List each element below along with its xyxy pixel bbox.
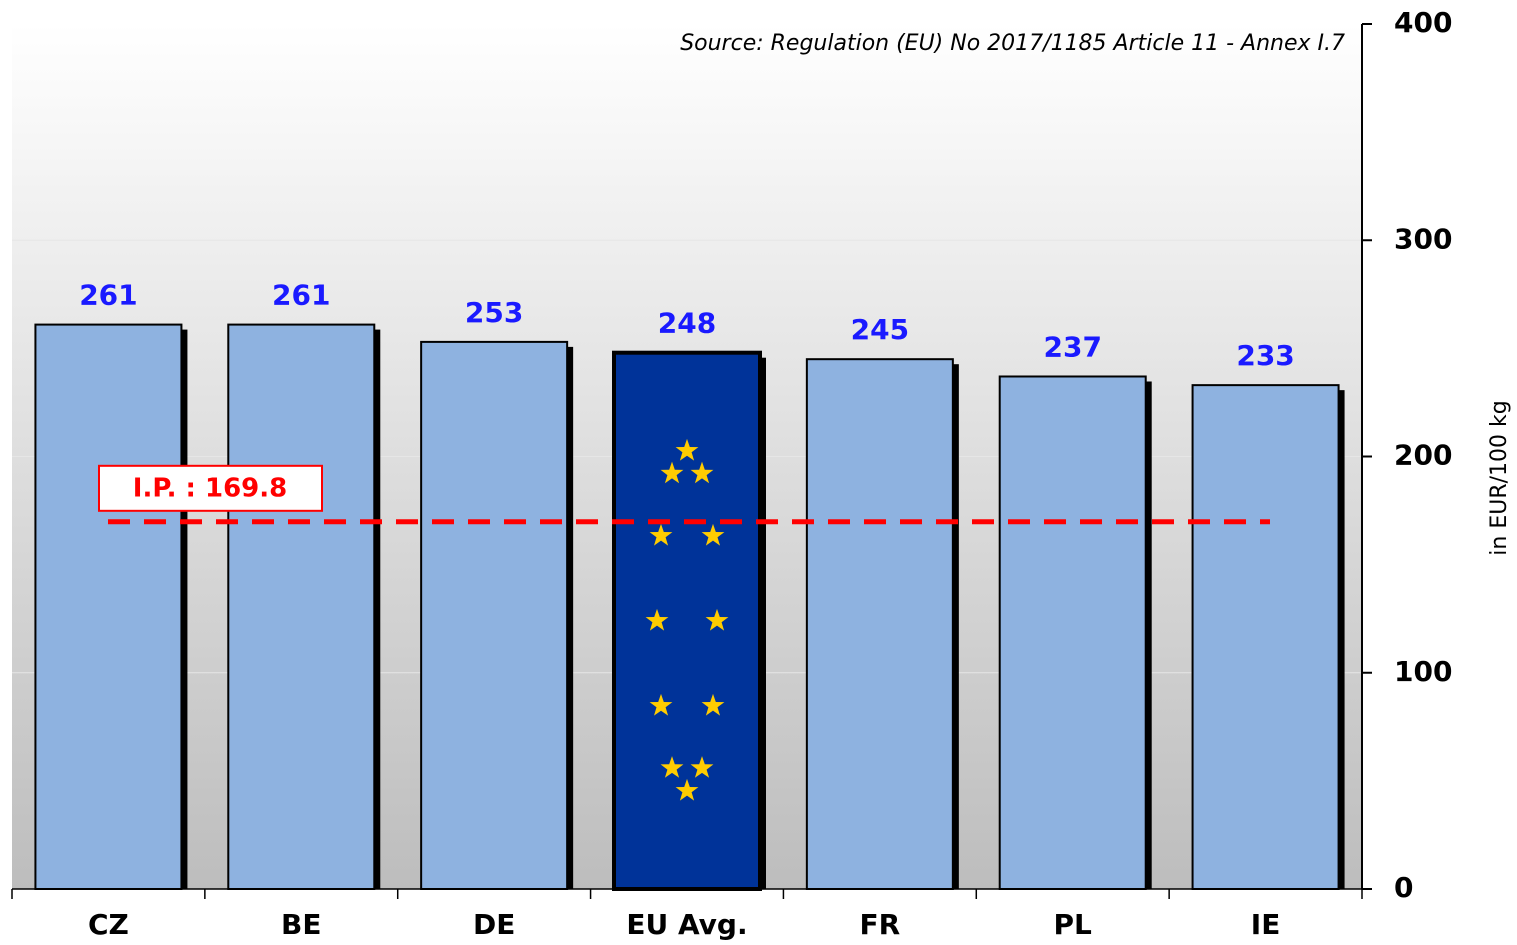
x-tick-label: PL [1054, 908, 1093, 941]
flag-star [660, 756, 684, 778]
y-tick-label: 200 [1394, 439, 1452, 472]
source-note: Source: Regulation (EU) No 2017/1185 Art… [680, 31, 1345, 56]
value-label: 253 [465, 296, 523, 329]
flag-star [675, 438, 699, 461]
flag-star [690, 756, 714, 778]
flag-star [705, 608, 729, 631]
flag-star [645, 608, 669, 631]
flag-star [660, 461, 684, 484]
value-label: 248 [658, 307, 716, 340]
x-tick-label: FR [860, 908, 901, 941]
bar [34, 323, 183, 890]
bar [420, 340, 569, 890]
value-label: 261 [79, 279, 137, 312]
bar [227, 323, 376, 890]
x-tick-label: CZ [88, 908, 129, 941]
bar [1191, 384, 1340, 890]
flag-star [675, 778, 699, 801]
y-tick-label: 300 [1394, 222, 1452, 255]
x-tick-label: DE [473, 908, 515, 941]
flag-star [701, 523, 725, 546]
y-tick-label: 0 [1394, 871, 1413, 904]
y-axis-label: in EUR/100 kg [1487, 400, 1512, 555]
y-tick-label: 100 [1394, 655, 1452, 688]
x-tick-label: IE [1251, 908, 1281, 941]
flag-star [690, 461, 714, 484]
value-label: 245 [851, 313, 909, 346]
bar [998, 375, 1147, 890]
reference-label-box [98, 464, 323, 512]
flag-star [701, 693, 725, 716]
value-label: 233 [1236, 339, 1294, 372]
value-label: 261 [272, 279, 330, 312]
bar [805, 358, 954, 890]
flag-star [649, 523, 673, 546]
y-tick-label: 400 [1394, 6, 1452, 39]
bar [612, 350, 762, 891]
reference-label: I.P. : 169.8 [133, 473, 287, 503]
flag-star [649, 693, 673, 716]
x-tick-label: BE [281, 908, 321, 941]
value-label: 237 [1043, 330, 1101, 363]
x-tick-label: EU Avg. [626, 908, 747, 941]
